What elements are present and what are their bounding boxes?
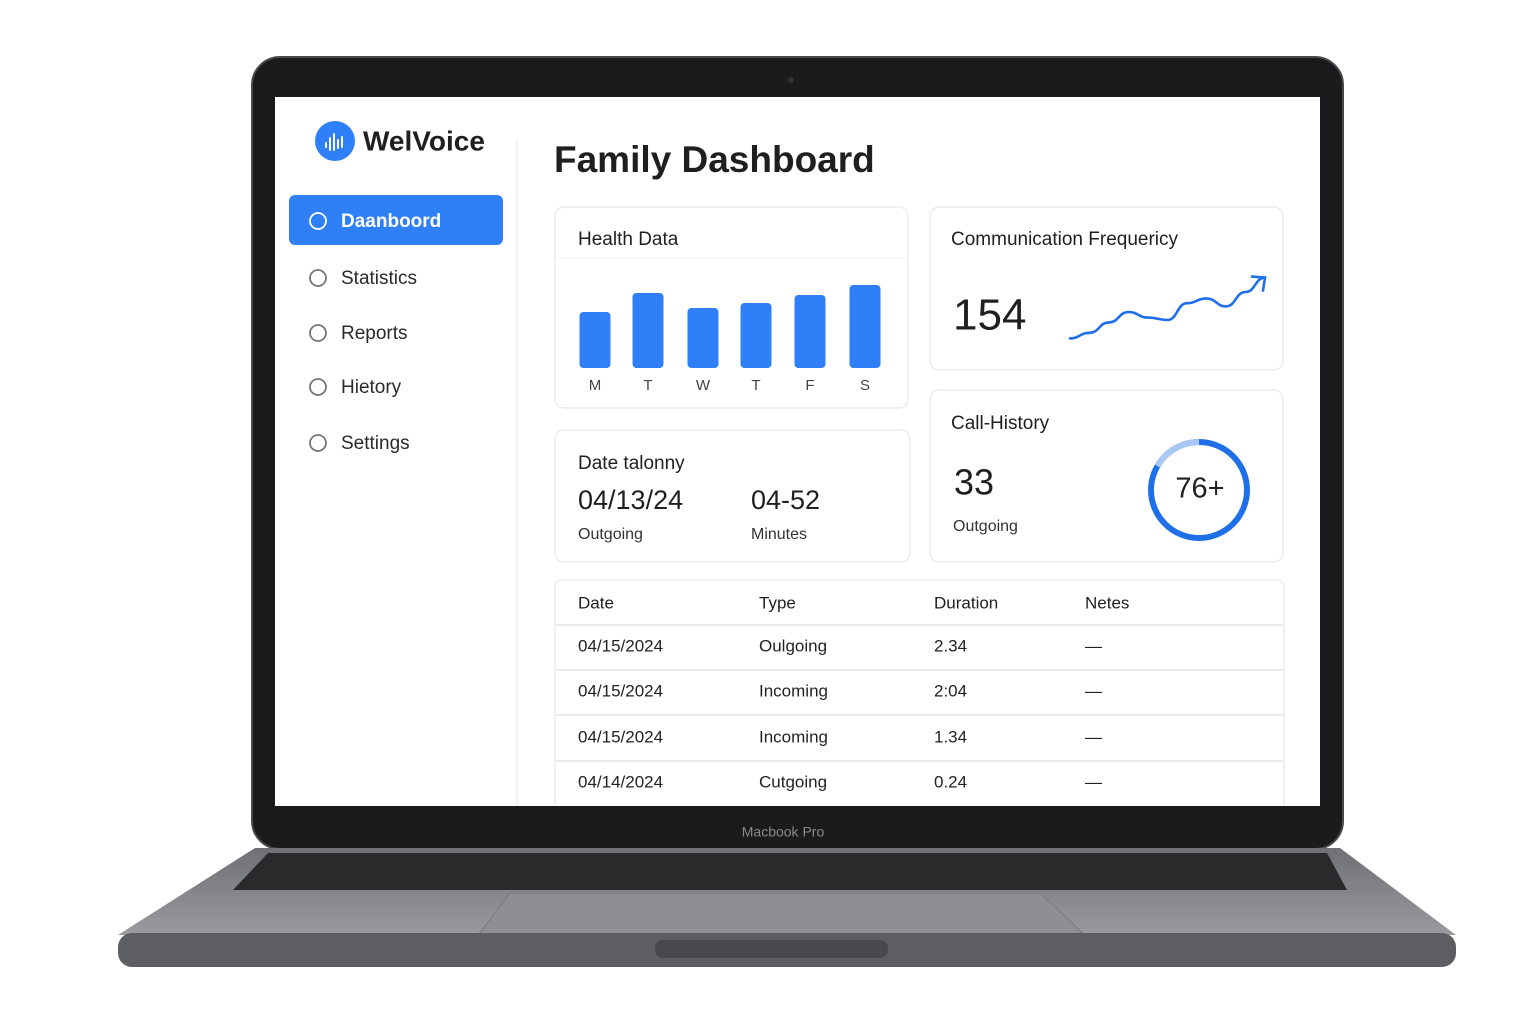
date-card	[554, 429, 911, 563]
bar	[579, 312, 611, 368]
dashboard-ui: WelVoice Family Dashboard Daanboord Stati…	[289, 121, 1285, 806]
notch	[655, 940, 888, 958]
calls-table	[554, 579, 1285, 806]
table-cell: —	[1085, 772, 1102, 791]
card-title: Health Data	[578, 229, 679, 250]
camera	[788, 77, 794, 83]
brand-name: WelVoice	[363, 125, 485, 156]
table-cell: 04/15/2024	[578, 727, 663, 746]
logo-glyph	[325, 133, 343, 151]
call-card	[929, 389, 1284, 563]
card-title: Date talonny	[578, 453, 685, 474]
table-cell: 04/14/2024	[578, 772, 663, 791]
trackpad	[476, 892, 1087, 936]
bar	[849, 285, 881, 368]
bar	[740, 303, 772, 368]
nav-item[interactable]: Reports	[341, 323, 408, 344]
table-cell: 2.34	[934, 636, 967, 655]
table-header: Netes	[1085, 593, 1129, 612]
tally-value: 04-52	[751, 485, 820, 515]
call-label: Outgoing	[953, 518, 1018, 535]
nav-item[interactable]: Daanboord	[341, 211, 441, 232]
bar-label: M	[589, 377, 602, 394]
page-title: Family Dashboard	[554, 139, 875, 180]
tally-label: Outgoing	[578, 526, 643, 543]
trend-line	[1068, 276, 1267, 340]
nav-item[interactable]: Hietory	[341, 377, 402, 398]
table-cell: 04/15/2024	[578, 681, 663, 700]
bar-label: F	[805, 377, 814, 394]
trend-arrow	[1250, 275, 1267, 292]
device-label: Macbook Pro	[742, 824, 825, 840]
table-header: Duration	[934, 593, 998, 612]
tally-label: Minutes	[751, 526, 807, 543]
nav-item[interactable]: Statistics	[341, 268, 417, 289]
table-cell: 04/15/2024	[578, 636, 663, 655]
nav-icon	[309, 434, 327, 452]
table-cell: Incoming	[759, 727, 828, 746]
nav-active-bg	[289, 195, 503, 245]
table-cell: Incoming	[759, 681, 828, 700]
table-header: Date	[578, 593, 614, 612]
nav-item[interactable]: Settings	[341, 433, 410, 454]
table-header: Type	[759, 593, 796, 612]
table-cell: —	[1085, 636, 1102, 655]
table-cell: 0.24	[934, 772, 967, 791]
communication-card	[929, 206, 1284, 371]
bar-label: T	[643, 377, 652, 394]
tally-value: 04/13/24	[578, 485, 683, 515]
ring-remainder	[1154, 438, 1200, 468]
metric-value: 154	[953, 291, 1026, 340]
nav-icon	[309, 269, 327, 287]
nav-icon	[309, 378, 327, 396]
bar	[794, 295, 826, 368]
bar-label: S	[860, 377, 870, 394]
keyboard	[233, 853, 1347, 890]
nav-icon	[309, 212, 327, 230]
bar	[687, 308, 719, 368]
table-cell: Cutgoing	[759, 772, 827, 791]
card-title: Communication Frequericy	[951, 229, 1179, 250]
bar-label: T	[751, 377, 760, 394]
card-title: Call-History	[951, 413, 1050, 434]
ring-label: 76+	[1175, 473, 1224, 505]
call-value: 33	[954, 462, 994, 503]
table-cell: —	[1085, 681, 1102, 700]
bar-label: W	[696, 377, 711, 394]
table-cell: 2:04	[934, 681, 967, 700]
bar	[632, 293, 664, 368]
table-cell: Oulgoing	[759, 636, 827, 655]
table-cell: 1.34	[934, 727, 967, 746]
nav-icon	[309, 324, 327, 342]
table-cell: —	[1085, 727, 1102, 746]
